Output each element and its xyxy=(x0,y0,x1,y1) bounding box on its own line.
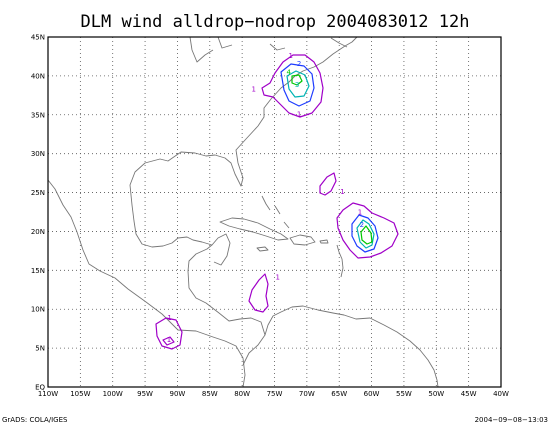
coastline-lesser-antilles xyxy=(336,244,344,278)
coastline-jamaica xyxy=(256,246,269,252)
lon-tick-label: 65W xyxy=(331,390,347,398)
wind-contours xyxy=(155,54,399,350)
footer-credit: GrADS: COLA/IGES xyxy=(2,416,68,424)
coastline-bahamas xyxy=(261,195,290,229)
contour-level-2-north-atlantic xyxy=(280,63,315,107)
lon-tick-label: 60W xyxy=(364,390,380,398)
contour-level-4-caribbean-storm xyxy=(360,225,373,245)
lon-tick-label: 50W xyxy=(428,390,444,398)
contour-value-label: 3 xyxy=(295,81,299,89)
contour-level-1-bermuda xyxy=(319,172,337,196)
lat-tick-label: 15N xyxy=(31,267,45,275)
lon-tick-label: 90W xyxy=(170,390,186,398)
coastline-north-america xyxy=(47,179,246,388)
contour-level-4-north-atlantic xyxy=(291,74,303,86)
lon-tick-label: 85W xyxy=(202,390,218,398)
lat-tick-label: 20N xyxy=(31,228,45,236)
lon-tick-label: 80W xyxy=(234,390,250,398)
footer-timestamp: 2004−09−08−13:03 xyxy=(475,416,548,424)
latitude-tick-labels: EQ 5N 10N 15N 20N 25N 30N 35N 40N 45N xyxy=(31,34,46,392)
coastline-gulf-of-mexico xyxy=(129,75,296,366)
coastline-great-lakes xyxy=(189,36,286,63)
lat-lon-grid xyxy=(48,37,501,387)
lon-tick-label: 55W xyxy=(396,390,412,398)
contour-level-1-eastern-pacific xyxy=(155,317,183,350)
contour-level-3-north-atlantic xyxy=(286,70,310,98)
contour-value-label: 1 xyxy=(276,274,280,282)
coastline-new-england xyxy=(294,36,358,77)
lon-tick-label: 70W xyxy=(299,390,315,398)
contour-value-label: 1 xyxy=(288,52,292,60)
contour-level-2-caribbean-storm xyxy=(351,214,379,253)
lat-tick-label: EQ xyxy=(35,384,45,392)
coastlines xyxy=(47,36,439,388)
lat-tick-label: 25N xyxy=(31,189,45,197)
coastline-south-america xyxy=(264,305,439,388)
lat-tick-label: 40N xyxy=(31,72,45,80)
lat-tick-label: 5N xyxy=(35,345,45,353)
contour-value-label: 1 xyxy=(167,336,171,344)
contour-level-1-central-america xyxy=(248,273,269,313)
map-frame xyxy=(47,36,502,388)
contour-value-label: 2 xyxy=(297,60,301,68)
lat-tick-label: 35N xyxy=(31,111,45,119)
contour-value-label: 1 xyxy=(297,110,301,118)
contour-value-label: 4 xyxy=(287,68,292,76)
contour-value-label: 1 xyxy=(358,208,362,216)
coastline-cuba xyxy=(219,217,289,241)
lon-tick-label: 75W xyxy=(267,390,283,398)
lat-tick-label: 10N xyxy=(31,306,45,314)
contour-level-3-caribbean-storm xyxy=(356,219,375,249)
lon-tick-label: 110W xyxy=(38,390,58,398)
contour-value-label: 1 xyxy=(167,314,171,322)
coastline-yucatan xyxy=(211,233,231,266)
lon-tick-label: 45W xyxy=(461,390,477,398)
longitude-tick-labels: 110W 105W 100W 95W 90W 85W 80W 75W 70W 65W 60W 55W 5… xyxy=(38,390,509,398)
contour-level-1-caribbean-storm xyxy=(336,202,399,259)
contour-value-label: 1 xyxy=(340,188,344,196)
lon-tick-label: 100W xyxy=(103,390,123,398)
coastline-hispaniola xyxy=(289,234,316,246)
contour-level-1-eastern-pacific-inner xyxy=(162,336,175,346)
map-title: DLM wind alldrop−nodrop 2004083012 12h xyxy=(81,12,470,32)
lat-tick-label: 30N xyxy=(31,150,45,158)
lon-tick-label: 95W xyxy=(137,390,153,398)
lat-tick-label: 45N xyxy=(31,34,45,42)
coastline-nova-scotia xyxy=(330,37,348,48)
lon-tick-label: 105W xyxy=(70,390,90,398)
contour-value-label: 2 xyxy=(360,221,364,229)
contour-level-1-north-atlantic xyxy=(261,54,324,118)
contour-value-label: 1 xyxy=(252,85,256,93)
coastline-puerto-rico xyxy=(319,239,329,244)
lon-tick-label: 40W xyxy=(493,390,509,398)
